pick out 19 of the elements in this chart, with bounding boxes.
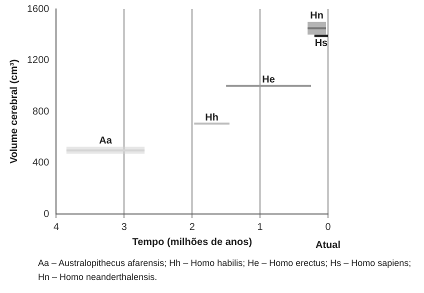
x-tick-label: 4 [53, 222, 60, 233]
x-tick-label: 1 [257, 222, 264, 233]
series-label: Hn [310, 10, 324, 22]
series-label: He [262, 74, 276, 86]
series-label: Aa [99, 135, 112, 146]
series-label: Hs [314, 38, 328, 49]
y-tick-label: 400 [32, 158, 50, 168]
text: Atual [316, 240, 341, 251]
x-tick-label: 3 [121, 222, 128, 233]
x-tick-label: 0 [325, 222, 332, 233]
x-axis-title: Tempo (milhões de anos) [132, 236, 252, 248]
y-tick-label: 1600 [26, 4, 50, 15]
x-tick-label: 2 [189, 222, 196, 233]
y-tick-label: 800 [32, 106, 50, 118]
y-axis-title: Volume cerebral (cm³) [8, 59, 20, 164]
y-tick-label: 0 [44, 208, 50, 220]
series-label: Hh [205, 112, 219, 124]
text: Aa – Australopithecus afarensis; Hh – Homo habilis; He – Homo erectus; Hs – Homo sapiens; Hn – Homo neanderthalensis. [38, 257, 412, 284]
y-tick-label: 1200 [26, 55, 50, 66]
